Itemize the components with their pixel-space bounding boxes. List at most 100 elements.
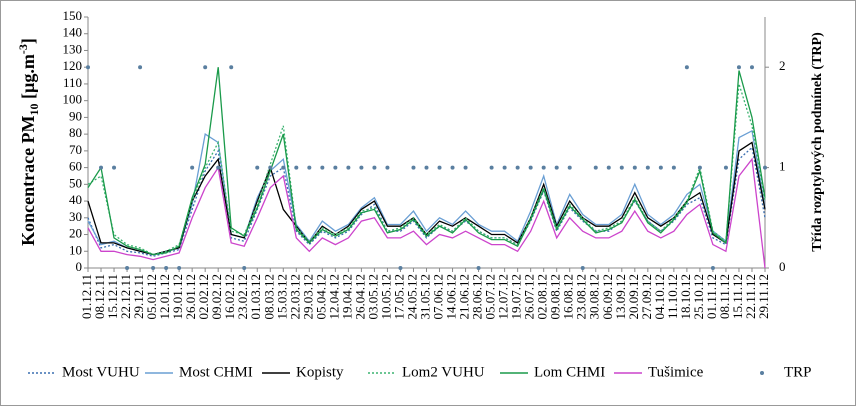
x-tick-label: 19.01.12 (170, 274, 185, 320)
trp-point (424, 165, 429, 170)
trp-point (99, 165, 104, 170)
x-tick-label: 29.11.12 (756, 274, 771, 319)
trp-point (645, 165, 650, 170)
y-tick-label: 0 (76, 259, 83, 274)
x-tick-label: 05.07.12 (483, 274, 498, 320)
x-tick-label: 16.02.12 (222, 274, 237, 320)
trp-point (398, 266, 403, 270)
x-tick-label: 19.07.12 (509, 274, 524, 320)
trp-point (281, 165, 286, 170)
legend-label: Kopisty (296, 364, 344, 380)
y-tick-label: 90 (69, 108, 82, 123)
trp-point (697, 165, 702, 170)
x-tick-label: 02.08.12 (535, 274, 550, 320)
x-tick-label: 24.05.12 (404, 274, 419, 320)
y-tick-label: 100 (63, 92, 83, 107)
trp-point (177, 266, 182, 270)
trp-point (320, 165, 325, 170)
x-tick-label: 08.12.11 (92, 274, 107, 319)
x-tick-label: 09.02.12 (209, 274, 224, 320)
trp-point (164, 266, 169, 270)
x-tick-label: 08.03.12 (261, 274, 276, 320)
trp-point (203, 65, 208, 70)
trp-point (242, 266, 247, 270)
trp-point (216, 165, 221, 170)
x-tick-label: 08.11.12 (717, 274, 732, 319)
trp-point (463, 165, 468, 170)
y-tick-label: 130 (63, 41, 83, 56)
trp-point (346, 165, 351, 170)
x-tick-label: 15.11.12 (730, 274, 745, 319)
x-tick-label: 30.08.12 (587, 274, 602, 320)
x-tick-label: 12.07.12 (496, 274, 511, 320)
x-tick-label: 22.11.12 (743, 274, 758, 319)
y-tick-label: 140 (63, 25, 83, 40)
x-tick-label: 11.10.12 (665, 274, 680, 319)
trp-point (567, 165, 572, 170)
trp-point (372, 165, 377, 170)
x-tick-label: 31.05.12 (417, 274, 432, 320)
legend-label: Tušimice (648, 364, 704, 380)
y-axis-title: Koncentrace PM10 [µg.m-3] (16, 38, 41, 246)
y2-tick-label: 2 (779, 58, 786, 73)
x-tick-label: 05.04.12 (313, 274, 328, 320)
y-tick-label: 80 (69, 125, 82, 140)
trp-point (190, 165, 195, 170)
x-tick-label: 25.10.12 (691, 274, 706, 320)
trp-point (450, 165, 455, 170)
trp-point (580, 266, 585, 270)
x-tick-label: 03.05.12 (365, 274, 380, 320)
x-tick-label: 05.01.12 (144, 274, 159, 320)
x-tick-label: 27.09.12 (639, 274, 654, 320)
x-tick-label: 09.08.12 (548, 274, 563, 320)
trp-point (255, 165, 260, 170)
trp-point (658, 165, 663, 170)
x-tick-label: 26.04.12 (352, 274, 367, 320)
trp-point (476, 266, 481, 270)
trp-point (749, 65, 754, 70)
legend-label: Lom2 VUHU (402, 364, 485, 380)
x-tick-label: 01.12.11 (79, 274, 94, 319)
trp-point (112, 165, 117, 170)
trp-point (606, 165, 611, 170)
series-line (87, 83, 766, 256)
legend-label: TRP (784, 364, 812, 380)
y2-tick-label: 1 (779, 159, 786, 174)
x-tick-label: 23.02.12 (235, 274, 250, 320)
trp-point (515, 165, 520, 170)
x-tick-label: 22.03.12 (287, 274, 302, 320)
trp-point (528, 165, 533, 170)
legend-label: Lom CHMI (534, 364, 605, 380)
trp-point (502, 165, 507, 170)
x-tick-label: 18.10.12 (678, 274, 693, 320)
trp-point (385, 165, 390, 170)
x-tick-label: 16.08.12 (561, 274, 576, 320)
trp-point (554, 165, 559, 170)
y-tick-label: 20 (69, 226, 82, 241)
legend-marker (760, 371, 764, 375)
x-tick-label: 15.03.12 (274, 274, 289, 320)
trp-point (684, 65, 689, 70)
y-title-end: ] (18, 38, 38, 44)
y-tick-label: 50 (69, 175, 82, 190)
x-tick-label: 14.06.12 (444, 274, 459, 320)
legend-label: Most CHMI (179, 364, 253, 380)
y-tick-label: 120 (63, 58, 83, 73)
x-tick-label: 26.07.12 (522, 274, 537, 320)
x-tick-label: 21.06.12 (457, 274, 472, 320)
trp-point (593, 165, 598, 170)
trp-point (138, 65, 143, 70)
x-tick-label: 17.05.12 (391, 274, 406, 320)
series-line (87, 67, 766, 256)
x-tick-label: 12.04.12 (326, 274, 341, 320)
series-line (87, 157, 766, 269)
x-tick-label: 12.01.12 (157, 274, 172, 320)
y-tick-label: 110 (63, 75, 82, 90)
y-tick-label: 60 (69, 159, 82, 174)
trp-point (229, 65, 234, 70)
x-tick-label: 19.04.12 (339, 274, 354, 320)
x-tick-label: 29.12.11 (131, 274, 146, 319)
x-tick-label: 28.06.12 (470, 274, 485, 320)
trp-point (437, 165, 442, 170)
